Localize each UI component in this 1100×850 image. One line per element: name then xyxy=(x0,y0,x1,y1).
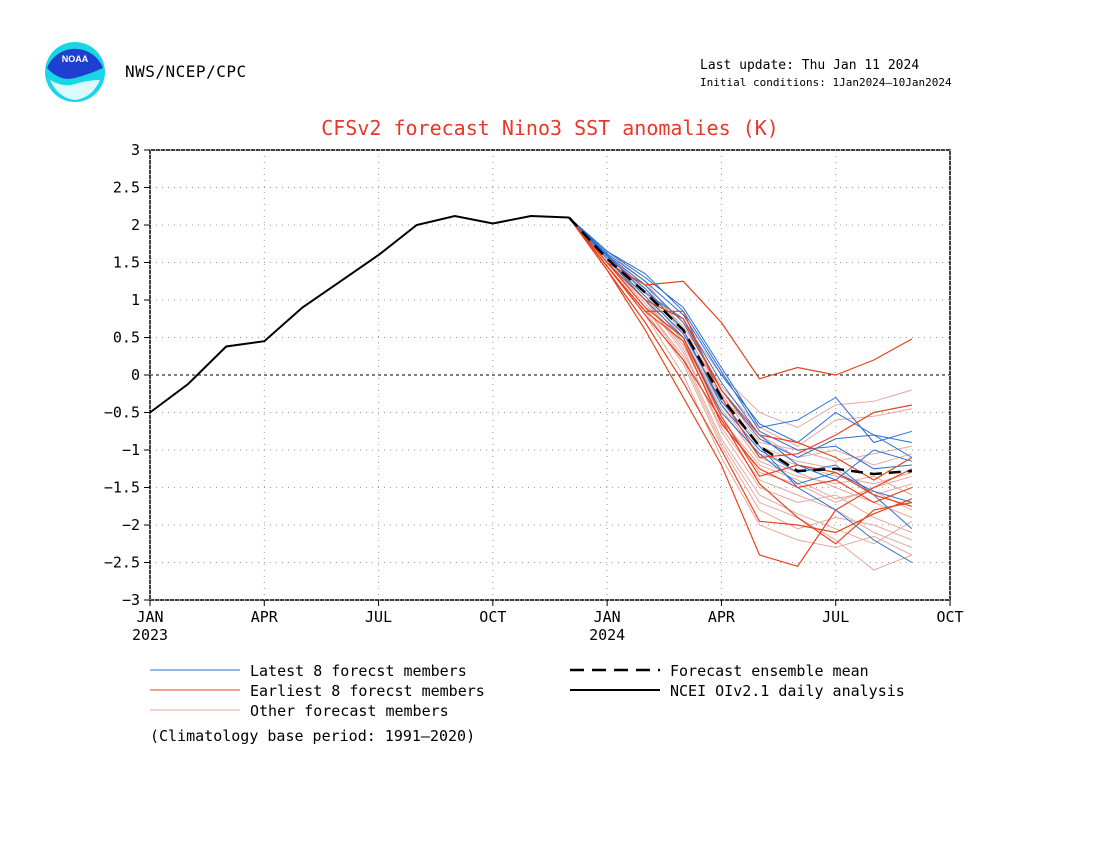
series-line-earliest-member xyxy=(568,217,913,534)
x-tick-label: JAN xyxy=(594,608,621,626)
y-tick-label: −2 xyxy=(122,516,140,534)
series-line-earliest-member xyxy=(568,217,913,545)
y-tick-label: 1.5 xyxy=(113,254,140,272)
last-update-text: Last update: Thu Jan 11 2024 xyxy=(700,58,920,73)
series-line-latest-member xyxy=(568,217,913,530)
legend-label-analysis: NCEI OIv2.1 daily analysis xyxy=(670,682,905,700)
legend-label-latest: Latest 8 forecst members xyxy=(250,662,467,680)
y-tick-label: 2.5 xyxy=(113,179,140,197)
series-line-analysis xyxy=(149,214,570,414)
agency-label: NWS/NCEP/CPC xyxy=(125,62,247,81)
x-tick-year-label: 2024 xyxy=(589,626,625,644)
y-tick-label: −2.5 xyxy=(104,554,140,572)
x-tick-label: JUL xyxy=(822,608,849,626)
legend-label-earliest: Earliest 8 forecst members xyxy=(250,682,485,700)
series-line-ensemble-mean xyxy=(568,216,912,476)
y-tick-label: 0 xyxy=(131,366,140,384)
series-line-other-member xyxy=(568,217,912,462)
x-tick-label: APR xyxy=(708,608,736,626)
chart-title: CFSv2 forecast Nino3 SST anomalies (K) xyxy=(321,116,779,140)
y-tick-label: 0.5 xyxy=(113,329,140,347)
series-line-latest-member xyxy=(568,217,912,470)
axes: 32.521.510.50−0.5−1−1.5−2−2.5−3JAN2023AP… xyxy=(104,141,964,644)
x-tick-label: OCT xyxy=(936,608,963,626)
x-tick-year-label: 2023 xyxy=(132,626,168,644)
y-tick-label: −1 xyxy=(122,441,140,459)
series-line-latest-member xyxy=(568,217,913,481)
climatology-note: (Climatology base period: 1991—2020) xyxy=(150,727,476,745)
series-line-latest-member xyxy=(568,217,913,459)
series-line-latest-member xyxy=(568,217,913,503)
y-tick-label: −3 xyxy=(122,591,140,609)
x-tick-label: JAN xyxy=(136,608,163,626)
y-tick-label: 3 xyxy=(131,141,140,159)
series-line-earliest-member xyxy=(568,217,913,481)
initial-conditions-text: Initial conditions: 1Jan2024—10Jan2024 xyxy=(700,76,952,89)
series-line-earliest-member xyxy=(568,217,913,504)
y-tick-label: 2 xyxy=(131,216,140,234)
x-tick-label: JUL xyxy=(365,608,392,626)
logo-text: NOAA xyxy=(62,54,89,64)
series-line-earliest-member xyxy=(568,217,913,380)
y-tick-label: −0.5 xyxy=(104,404,140,422)
x-tick-label: APR xyxy=(251,608,279,626)
series-line-latest-member xyxy=(568,217,913,444)
logo-bird-shape xyxy=(47,48,103,79)
y-tick-label: −1.5 xyxy=(104,479,140,497)
x-tick-label: OCT xyxy=(479,608,506,626)
legend: Latest 8 forecst members Earliest 8 fore… xyxy=(150,662,905,720)
series-layer xyxy=(149,214,913,571)
series-line-earliest-member xyxy=(568,217,913,568)
logo-wave-shape xyxy=(50,80,100,100)
legend-label-other: Other forecast members xyxy=(250,702,449,720)
noaa-logo: NOAA xyxy=(45,42,105,102)
y-tick-label: 1 xyxy=(131,291,140,309)
series-line-other-member xyxy=(568,217,913,429)
legend-label-mean: Forecast ensemble mean xyxy=(670,662,869,680)
